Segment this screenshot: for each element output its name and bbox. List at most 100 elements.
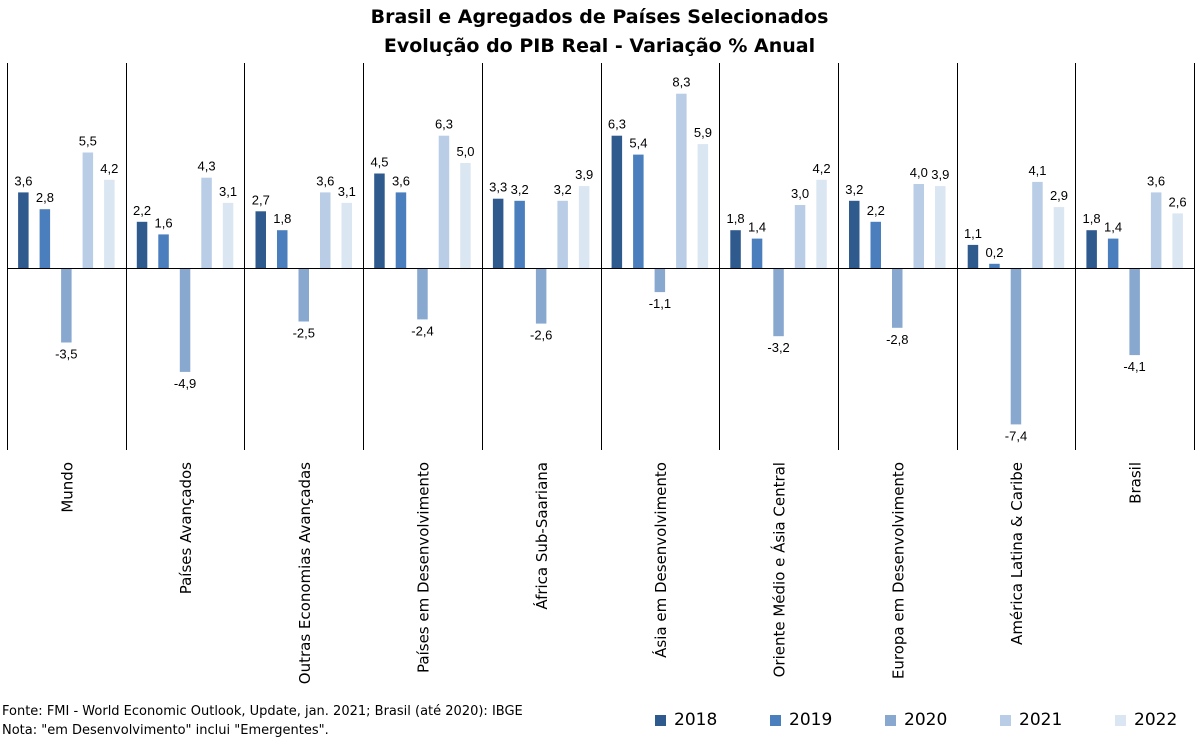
- bar-2021: [82, 152, 94, 268]
- legend-swatch: [1000, 714, 1011, 726]
- data-label: 2,9: [1050, 188, 1068, 203]
- bar-2018: [18, 192, 29, 268]
- source-note: Fonte: FMI - World Economic Outlook, Upd…: [2, 704, 523, 719]
- legend-swatch: [885, 714, 896, 726]
- bar-2022: [222, 202, 234, 268]
- bar-2018: [255, 211, 266, 268]
- bar-2019: [39, 209, 51, 268]
- chart-title-line2: Evolução do PIB Real - Variação % Anual: [383, 35, 816, 57]
- bar-2019: [277, 230, 288, 268]
- data-label: -2,4: [411, 323, 433, 338]
- legend-swatch: [1115, 714, 1126, 726]
- bar-2018: [492, 198, 504, 268]
- data-label: 8,3: [672, 75, 690, 90]
- data-label: 3,2: [554, 182, 572, 197]
- bar-2019: [633, 154, 644, 268]
- data-label: 2,8: [36, 190, 54, 205]
- data-label: 3,9: [575, 167, 593, 182]
- bar-2022: [104, 179, 115, 268]
- bar-2019: [989, 263, 1000, 268]
- data-label: 1,6: [155, 215, 173, 230]
- bar-2022: [578, 186, 590, 268]
- legend-item-2020: 2020: [885, 710, 1000, 730]
- bar-2021: [438, 135, 450, 268]
- bar-2019: [870, 221, 881, 268]
- data-label: -1,1: [649, 296, 671, 311]
- bar-2022: [341, 202, 352, 268]
- data-label: 1,8: [273, 211, 291, 226]
- data-label: 1,4: [1104, 220, 1122, 235]
- data-label: 2,2: [867, 203, 885, 218]
- data-label: -4,9: [174, 376, 196, 391]
- data-label: -7,4: [1005, 428, 1027, 443]
- bar-2021: [1150, 192, 1162, 268]
- category-label: Países Avançados: [177, 462, 195, 594]
- bar-2018: [730, 230, 741, 268]
- bar-2019: [395, 192, 407, 268]
- bar-2022: [935, 186, 946, 268]
- data-label: 2,2: [133, 203, 151, 218]
- bar-2021: [320, 192, 331, 268]
- data-label: 6,3: [608, 117, 626, 132]
- bar-2022: [1172, 213, 1183, 268]
- data-label: 3,9: [931, 167, 949, 182]
- data-label: -4,1: [1123, 359, 1145, 374]
- bar-2019: [158, 234, 169, 268]
- legend-swatch: [770, 714, 781, 726]
- data-label: 4,2: [813, 161, 831, 176]
- bar-2020: [1129, 269, 1140, 356]
- bar-2020: [1010, 269, 1022, 425]
- category-label: Países em Desenvolvimento: [415, 462, 433, 673]
- bar-2018: [849, 200, 860, 268]
- legend-swatch: [655, 714, 666, 726]
- legend-label: 2022: [1134, 710, 1178, 730]
- bar-2022: [697, 144, 709, 268]
- category-label: Ásia em Desenvolvimento: [651, 462, 670, 658]
- data-label: 5,9: [694, 125, 712, 140]
- data-label: -2,5: [293, 326, 315, 341]
- chart-title-line1: Brasil e Agregados de Países Selecionado…: [370, 6, 829, 28]
- data-label: -2,8: [886, 332, 908, 347]
- data-label: -3,5: [55, 347, 77, 362]
- legend-label: 2021: [1019, 710, 1063, 730]
- legend-item-2022: 2022: [1115, 710, 1199, 730]
- data-label: 2,6: [1169, 194, 1187, 209]
- bar-2022: [460, 163, 471, 268]
- bar-2020: [892, 269, 903, 328]
- data-label: -2,6: [530, 328, 552, 343]
- data-label: 4,5: [370, 155, 388, 170]
- category-label: Mundo: [58, 462, 76, 513]
- data-label: 3,2: [511, 182, 529, 197]
- bar-2020: [298, 269, 309, 322]
- data-label: 1,1: [964, 226, 982, 241]
- data-label: 2,7: [252, 192, 270, 207]
- category-label: África Sub-Saariana: [532, 462, 551, 610]
- bar-2020: [61, 269, 72, 343]
- bar-2020: [535, 269, 547, 324]
- data-label: 3,6: [14, 173, 32, 188]
- category-label: América Latina & Caribe: [1008, 462, 1026, 645]
- bar-2020: [773, 269, 784, 337]
- bar-2019: [514, 200, 525, 268]
- bar-2018: [611, 135, 623, 268]
- bar-2021: [201, 177, 212, 268]
- data-label: 3,0: [791, 186, 809, 201]
- bar-2018: [136, 221, 148, 268]
- legend-label: 2020: [904, 710, 948, 730]
- data-label: 1,8: [1083, 211, 1101, 226]
- category-label: Oriente Médio e Ásia Central: [770, 462, 789, 677]
- data-label: 4,0: [910, 165, 928, 180]
- legend-item-2019: 2019: [770, 710, 885, 730]
- data-label: 3,1: [219, 184, 237, 199]
- bar-2020: [179, 269, 191, 372]
- data-label: 4,1: [1028, 163, 1046, 178]
- data-label: 1,4: [748, 220, 766, 235]
- data-label: 3,6: [1147, 173, 1165, 188]
- data-label: 6,3: [435, 117, 453, 132]
- legend: 2018 2019 2020 2021 2022: [655, 710, 1199, 730]
- data-label: 3,1: [338, 184, 356, 199]
- bar-2020: [417, 269, 428, 320]
- legend-item-2018: 2018: [655, 710, 770, 730]
- data-label: 3,2: [845, 182, 863, 197]
- bar-2021: [794, 205, 806, 268]
